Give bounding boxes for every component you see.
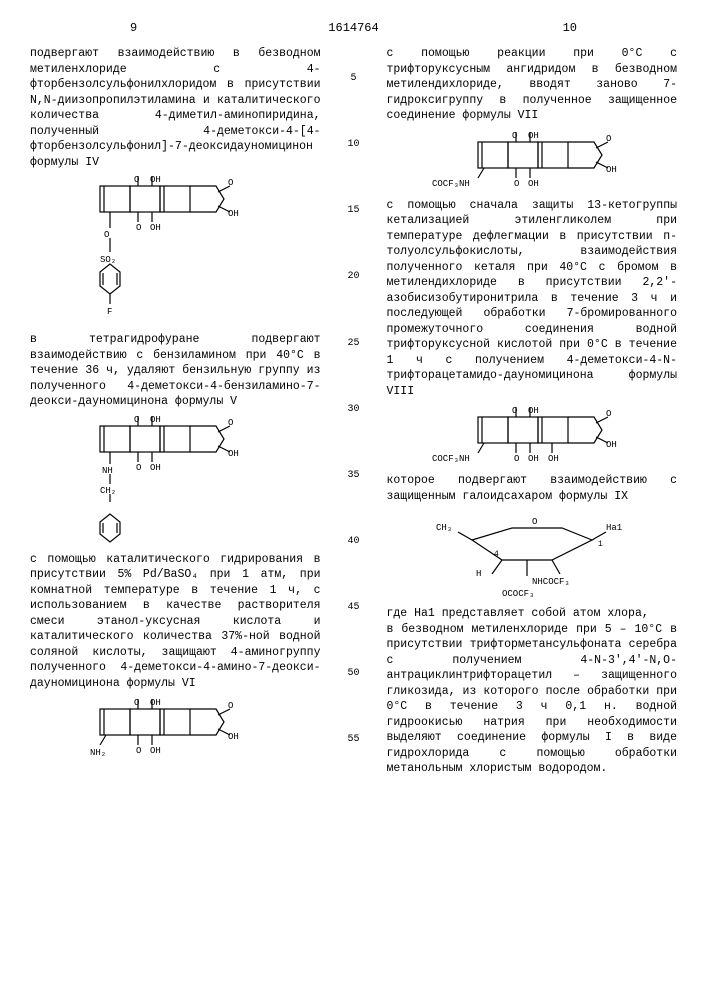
label-oh: OH: [150, 176, 161, 185]
label-hal: На1: [606, 523, 622, 533]
left-para-2: в тетрагидрофуране подвергают взаимодейс…: [30, 332, 321, 410]
label-o: O: [134, 176, 139, 185]
label-nh: NH: [102, 466, 113, 476]
svg-text:OH: OH: [150, 416, 161, 425]
svg-text:OH: OH: [150, 698, 161, 708]
right-para-1: с помощью реакции при 0°С с трифторуксус…: [387, 46, 678, 124]
label-so2: SO₂: [100, 255, 116, 265]
svg-text:O: O: [606, 134, 611, 144]
svg-text:O: O: [228, 701, 233, 711]
structure-vii: O OH O OH O OH COCF₃NH: [432, 130, 632, 192]
svg-text:O: O: [136, 463, 141, 473]
ln: 40: [347, 535, 359, 549]
ln: 50: [347, 667, 359, 681]
label-nh2: NH₂: [90, 748, 106, 758]
svg-text:O: O: [228, 418, 233, 428]
structure-v: O OH O OH O OH NH CH₂: [90, 416, 260, 546]
structure-vi: O OH O OH O OH NH₂: [90, 697, 260, 763]
svg-text:O: O: [512, 406, 517, 416]
ln: 5: [350, 72, 356, 86]
svg-text:OH: OH: [548, 454, 559, 464]
svg-text:O: O: [606, 409, 611, 419]
right-para-4: где На1 представляет собой атом хлора,: [387, 606, 678, 622]
column-right: с помощью реакции при 0°С с трифторуксус…: [387, 46, 678, 777]
ln: 30: [347, 403, 359, 417]
ln: 35: [347, 469, 359, 483]
left-para-3: с помощью каталитического гидрирования в…: [30, 552, 321, 692]
label-4: 4: [494, 550, 499, 559]
right-para-5: в безводном метиленхлориде при 5 – 10°С …: [387, 622, 678, 777]
structure-ix: CH₃ O На1 1 H 4 NHCOCF₃ OCOCF₃: [432, 510, 632, 600]
columns: подвергают взаимодействию в безводном ме…: [30, 46, 677, 777]
ln: 55: [347, 733, 359, 747]
svg-text:O: O: [514, 454, 519, 464]
label-o: O: [532, 517, 537, 527]
label-o: O: [228, 178, 233, 188]
page-header: 9 1614764 10: [30, 20, 677, 34]
label-h: H: [476, 569, 481, 579]
page-number-left: 9: [130, 20, 137, 36]
right-para-2: с помощью сначала защиты 13-кетогруппы к…: [387, 198, 678, 400]
svg-text:OH: OH: [528, 179, 539, 189]
label-o: O: [136, 223, 141, 233]
ln: 10: [347, 138, 359, 152]
svg-text:O: O: [134, 416, 139, 425]
label-1: 1: [598, 540, 603, 549]
svg-text:OH: OH: [528, 131, 539, 141]
svg-text:O: O: [514, 179, 519, 189]
label-f: F: [107, 307, 112, 317]
label-oh: OH: [150, 223, 161, 233]
ln: 25: [347, 337, 359, 351]
svg-text:OH: OH: [150, 746, 161, 756]
ln: 45: [347, 601, 359, 615]
patent-number: 1614764: [328, 20, 378, 36]
svg-text:O: O: [134, 698, 139, 708]
label-oh: OH: [228, 209, 239, 219]
svg-text:O: O: [136, 746, 141, 756]
ln: 20: [347, 270, 359, 284]
label-ch2: CH₂: [100, 486, 116, 496]
svg-text:OH: OH: [606, 440, 617, 450]
svg-text:OH: OH: [150, 463, 161, 473]
label-nhcocf3: NHCOCF₃: [532, 577, 570, 587]
svg-text:OH: OH: [228, 732, 239, 742]
line-numbers: 5 10 15 20 25 30 35 40 45 50 55: [345, 46, 363, 777]
label-cocf3nh: COCF₃NH: [432, 179, 470, 189]
ln: 15: [347, 204, 359, 218]
svg-text:OH: OH: [528, 454, 539, 464]
column-left: подвергают взаимодействию в безводном ме…: [30, 46, 321, 777]
label-cocf3nh: COCF₃NH: [432, 454, 470, 464]
structure-iv: O OH O OH O OH O SO₂ F: [90, 176, 260, 326]
svg-text:OH: OH: [528, 406, 539, 416]
svg-text:O: O: [512, 131, 517, 141]
label-ococf3: OCOCF₃: [502, 589, 534, 599]
label-o: O: [104, 230, 109, 240]
structure-viii: O OH O OH OH O OH COCF₃NH: [432, 405, 632, 467]
page-number-right: 10: [563, 20, 577, 36]
svg-text:OH: OH: [606, 165, 617, 175]
left-para-1: подвергают взаимодействию в безводном ме…: [30, 46, 321, 170]
svg-text:OH: OH: [228, 449, 239, 459]
right-para-3: которое подвергают взаимодействию с защи…: [387, 473, 678, 504]
label-ch3: CH₃: [436, 523, 452, 533]
